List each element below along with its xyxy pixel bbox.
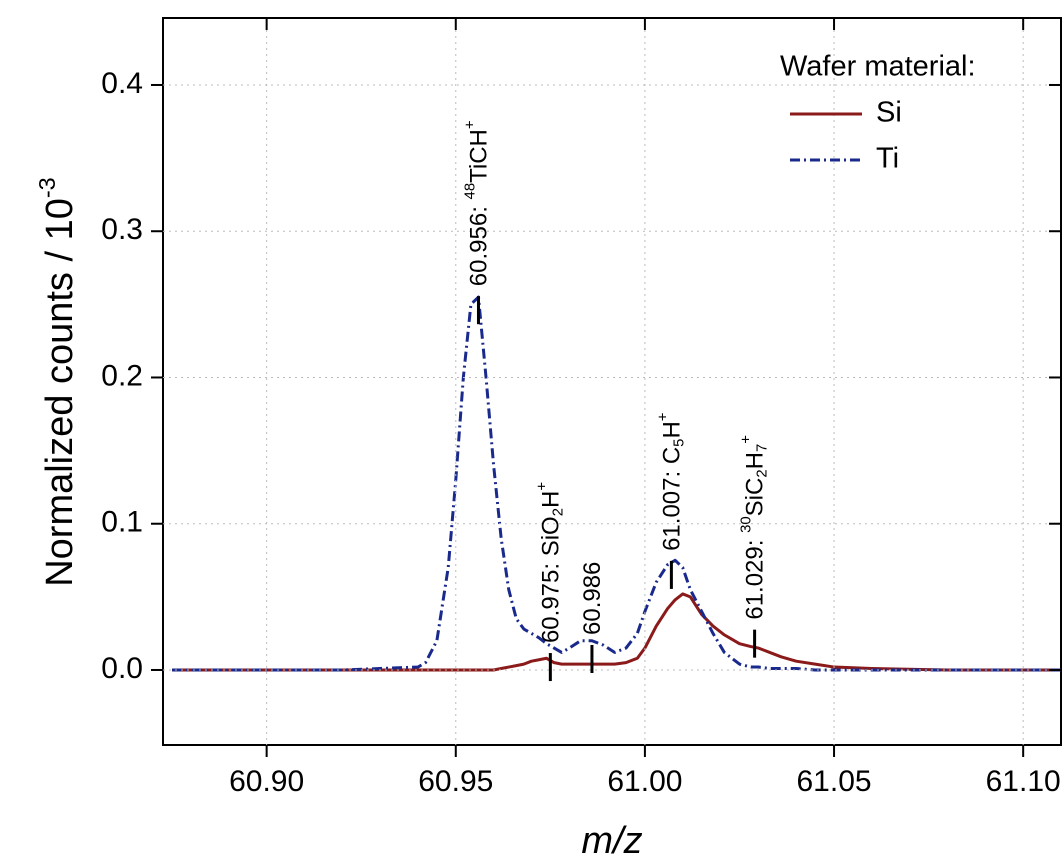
- text-part: H: [537, 491, 564, 508]
- superscript: -3: [34, 177, 60, 198]
- superscript: +: [739, 435, 755, 444]
- x-tick-label: 61.10: [986, 765, 1061, 798]
- x-tick-label: 60.95: [418, 765, 493, 798]
- subscript: 5: [671, 439, 687, 447]
- text-part: SiC: [741, 478, 768, 517]
- legend-label: Si: [876, 97, 902, 129]
- text-part: TiCH: [465, 129, 492, 183]
- superscript: +: [534, 482, 550, 491]
- plot-frame: [162, 17, 1062, 746]
- annotation-label: 60.956: 48TiCH+: [462, 120, 492, 286]
- text-part: H: [741, 452, 768, 469]
- x-axis-title: m/z: [581, 820, 642, 861]
- y-axis-title: Normalized counts / 10-3: [34, 177, 81, 587]
- annotation-label: 61.007: C5H+: [655, 413, 687, 551]
- subscript: 2: [550, 508, 566, 516]
- text-part: Normalized counts / 10: [39, 198, 81, 587]
- x-tick-label: 61.00: [607, 765, 682, 798]
- text-part: 61.007: C: [658, 447, 685, 551]
- superscript: +: [655, 413, 671, 422]
- annotation-label: 61.029: 30SiC2H7+: [739, 435, 771, 620]
- y-tick-label: 0.1: [101, 506, 143, 539]
- legend-title: Wafer material:: [780, 51, 976, 83]
- plot-area: [172, 295, 1061, 672]
- subscript: 2: [755, 469, 771, 477]
- series-line: [172, 592, 1061, 672]
- legend-label: Ti: [876, 143, 899, 175]
- text-part: 60.975: SiO: [537, 516, 564, 643]
- subscript: 7: [755, 444, 771, 452]
- superscript: 30: [739, 516, 755, 533]
- x-tick-label: 60.90: [229, 765, 304, 798]
- annotation-label: 60.975: SiO2H+: [534, 482, 566, 643]
- text-part: H: [658, 421, 685, 438]
- superscript: 48: [462, 183, 478, 200]
- y-tick-label: 0.0: [101, 652, 143, 685]
- y-tick-label: 0.2: [101, 359, 143, 392]
- text-part: 60.986: [578, 562, 605, 635]
- text-part: 61.029:: [741, 533, 768, 620]
- series-line: [172, 295, 1061, 672]
- text-part: 60.956:: [465, 199, 492, 286]
- superscript: +: [462, 120, 478, 129]
- y-tick-label: 0.4: [101, 67, 143, 100]
- x-tick-label: 61.05: [797, 765, 872, 798]
- annotation-label: 60.986: [578, 562, 605, 635]
- y-tick-label: 0.3: [101, 213, 143, 246]
